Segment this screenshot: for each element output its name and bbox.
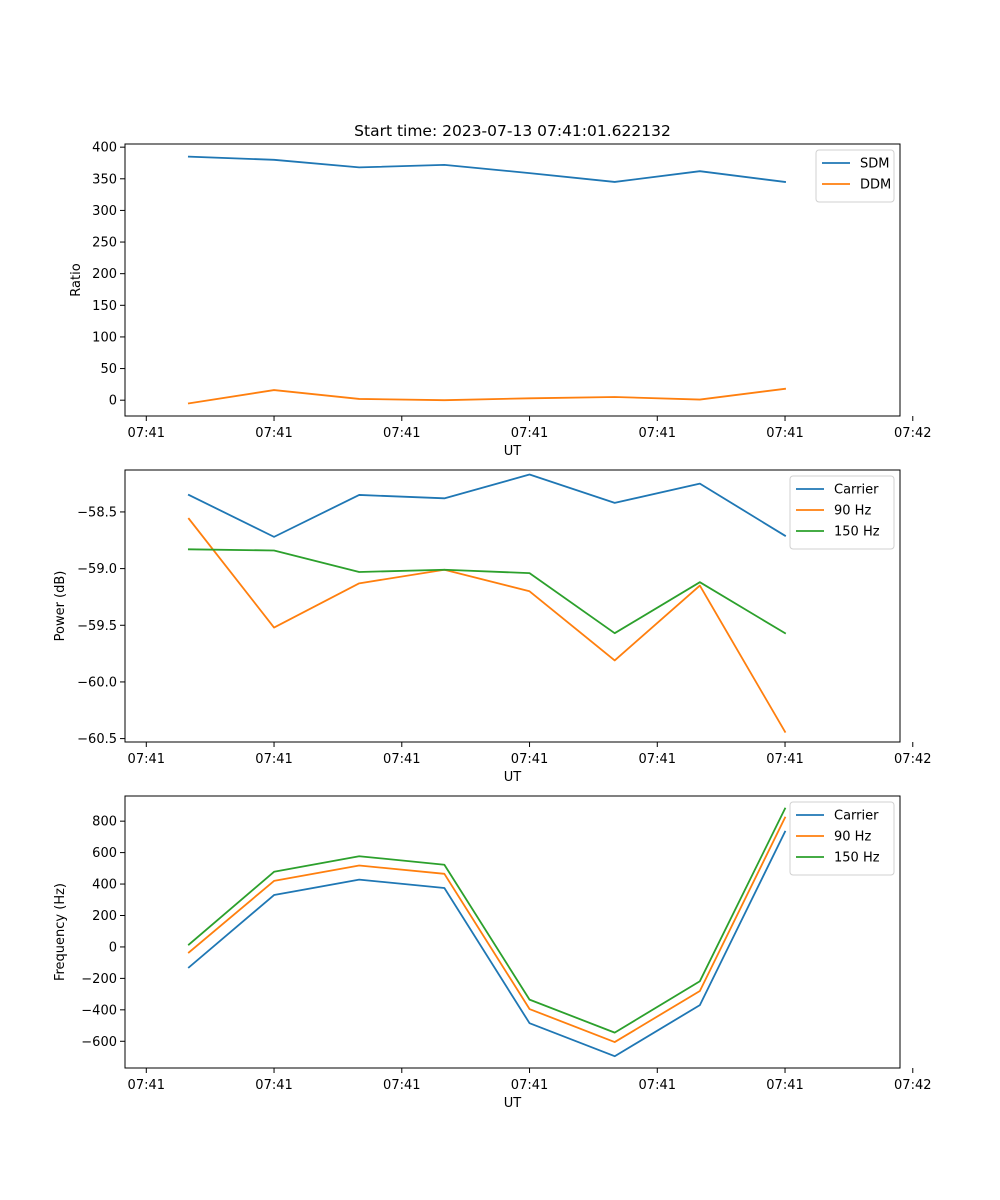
frequency-legend-label: Carrier: [834, 809, 879, 824]
ratio-legend: SDM DDM: [815, 149, 895, 203]
ratio-x-tick-label: 07:41: [255, 426, 292, 441]
frequency-y-tick-label: −600: [81, 1035, 117, 1050]
power-legend-label: 150 Hz: [834, 525, 880, 540]
frequency-x-tick-label: 07:41: [766, 1078, 803, 1093]
power-axes-frame: [124, 469, 901, 743]
power-y-axis-label: Power (dB): [53, 571, 68, 642]
power-series-line-carrier: [187, 473, 787, 538]
power-x-tick-label: 07:41: [255, 752, 292, 767]
ratio-legend-label: DDM: [860, 178, 891, 193]
frequency-legend: Carrier 90 Hz 150 Hz: [789, 801, 895, 876]
ratio-series-line-sdm: [187, 155, 787, 183]
frequency-y-tick-label: 200: [92, 909, 117, 924]
frequency-series-line-90-hz: [187, 816, 787, 1043]
ratio-x-tick-label: 07:41: [383, 426, 420, 441]
ratio-axes-frame: [124, 143, 901, 417]
frequency-legend-label: 90 Hz: [834, 830, 871, 845]
ratio-y-tick-label: 400: [92, 141, 117, 156]
frequency-x-tick-label: 07:41: [383, 1078, 420, 1093]
power-y-tick-label: −58.5: [77, 505, 117, 520]
ratio-y-tick-label: 300: [92, 204, 117, 219]
ratio-y-tick-label: 100: [92, 330, 117, 345]
frequency-x-tick-label: 07:41: [128, 1078, 165, 1093]
frequency-legend-label: 150 Hz: [834, 851, 880, 866]
figure-title: Start time: 2023-07-13 07:41:01.622132: [354, 122, 671, 140]
frequency-panel: 07:41 07:41 07:41 07:41 07:41 07:41 07:42 −600 −…: [53, 795, 932, 1111]
ratio-x-tick-label: 07:42: [894, 426, 931, 441]
frequency-x-tick-label: 07:41: [639, 1078, 676, 1093]
power-x-tick-label: 07:41: [766, 752, 803, 767]
power-y-tick-label: −60.5: [77, 732, 117, 747]
ratio-y-tick-label: 250: [92, 236, 117, 251]
frequency-y-tick-label: 400: [92, 878, 117, 893]
ratio-y-tick-label: 350: [92, 172, 117, 187]
ratio-x-tick-label: 07:41: [128, 426, 165, 441]
power-series-line-90-hz: [187, 517, 787, 734]
power-y-tick-label: −60.0: [77, 675, 117, 690]
power-series-line-150-hz: [187, 548, 787, 635]
ratio-x-tick-label: 07:41: [639, 426, 676, 441]
power-x-axis-label: UT: [504, 770, 522, 785]
frequency-y-tick-label: 800: [92, 815, 117, 830]
ratio-y-tick-label: 150: [92, 299, 117, 314]
ratio-x-tick-label: 07:41: [511, 426, 548, 441]
frequency-x-tick-label: 07:41: [255, 1078, 292, 1093]
power-y-tick-label: −59.0: [77, 562, 117, 577]
power-panel: 07:41 07:41 07:41 07:41 07:41 07:41 07:42 −60.5…: [53, 469, 932, 785]
ratio-series-line-ddm: [187, 387, 787, 405]
ratio-x-tick-label: 07:41: [766, 426, 803, 441]
frequency-series-line-150-hz: [187, 807, 787, 1034]
power-x-tick-label: 07:41: [128, 752, 165, 767]
frequency-x-tick-label: 07:41: [511, 1078, 548, 1093]
power-y-tick-label: −59.5: [77, 619, 117, 634]
ratio-panel: 07:41 07:41 07:41 07:41 07:41 07:41 07:42 0 50 10…: [69, 141, 932, 459]
frequency-y-tick-label: 0: [109, 940, 117, 955]
frequency-x-axis-label: UT: [504, 1096, 522, 1111]
frequency-series-line-carrier: [187, 830, 787, 1058]
power-x-tick-label: 07:41: [383, 752, 420, 767]
frequency-y-axis-label: Frequency (Hz): [53, 883, 68, 981]
power-legend-label: 90 Hz: [834, 504, 871, 519]
ratio-legend-label: SDM: [860, 157, 889, 172]
ratio-y-axis-label: Ratio: [69, 263, 84, 296]
frequency-x-tick-label: 07:42: [894, 1078, 931, 1093]
power-legend: Carrier 90 Hz 150 Hz: [789, 475, 895, 550]
frequency-y-tick-label: −200: [81, 972, 117, 987]
frequency-axes-frame: [124, 795, 901, 1069]
power-x-tick-label: 07:41: [639, 752, 676, 767]
power-legend-label: Carrier: [834, 483, 879, 498]
ratio-y-tick-label: 200: [92, 267, 117, 282]
frequency-y-tick-label: −400: [81, 1003, 117, 1018]
power-x-tick-label: 07:42: [894, 752, 931, 767]
ratio-y-tick-label: 0: [109, 394, 117, 409]
power-x-tick-label: 07:41: [511, 752, 548, 767]
ratio-y-tick-label: 50: [100, 362, 117, 377]
frequency-y-tick-label: 600: [92, 846, 117, 861]
ratio-x-axis-label: UT: [504, 444, 522, 459]
